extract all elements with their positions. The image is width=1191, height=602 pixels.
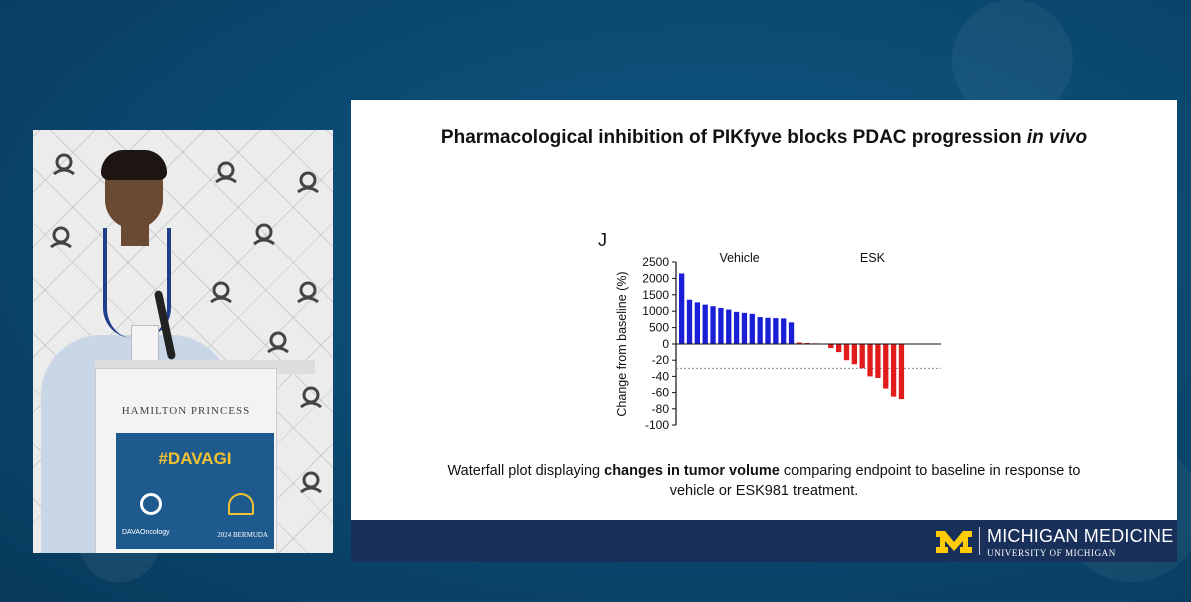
- caption-bold: changes in tumor volume: [604, 463, 780, 479]
- caption-pre: Waterfall plot displaying: [447, 463, 605, 479]
- bars: [676, 273, 941, 400]
- dava-logo-icon: [267, 331, 289, 354]
- waterfall-chart: J Change from baseline (%) 2500 2000 1500 1…: [598, 230, 941, 432]
- podium-sign: #DAVAGI DAVAOncology 2024 BERMUDA: [116, 433, 274, 549]
- y-tick-label: 2000: [642, 271, 669, 285]
- bar: [796, 342, 803, 344]
- y-tick-label: -100: [645, 418, 669, 432]
- podium-hashtag: #DAVAGI: [158, 449, 232, 468]
- bar: [741, 312, 748, 344]
- y-tick-label: 1500: [642, 288, 669, 302]
- dava-logo-icon: [210, 281, 232, 304]
- dava-logo-icon: [297, 281, 319, 304]
- bar: [859, 344, 865, 369]
- bar: [828, 344, 834, 349]
- name-badge: [131, 325, 159, 361]
- bar: [726, 309, 732, 344]
- dava-logo-icon: [300, 386, 322, 409]
- lanyard: [103, 228, 171, 338]
- dava-logo-icon: [215, 161, 237, 184]
- y-tick-label: 0: [662, 337, 669, 351]
- y-tick-label: 1000: [642, 304, 669, 318]
- dava-logo-icon: [253, 223, 275, 246]
- bar: [733, 311, 740, 344]
- bar: [694, 302, 700, 344]
- panel-label: J: [598, 230, 607, 250]
- y-tick-label: -20: [652, 353, 670, 367]
- bar: [781, 318, 787, 344]
- presentation-slide: Pharmacological inhibition of PIKfyve bl…: [351, 100, 1177, 562]
- y-tick-label: 500: [649, 321, 669, 335]
- bar: [679, 273, 685, 344]
- dava-logo-icon: [53, 153, 75, 176]
- podium-dava-text: DAVAOncology: [122, 529, 170, 536]
- bar: [702, 304, 708, 344]
- series-labels: Vehicle ESK: [719, 251, 885, 265]
- block-m-logo-icon: [936, 531, 972, 553]
- y-tick-label: -40: [652, 369, 670, 383]
- y-axis: 2500 2000 1500 1000 500 0 -20 -40 -60 -80 -100: [642, 255, 677, 432]
- footer-divider: [979, 527, 980, 555]
- bar: [710, 306, 716, 344]
- y-tick-label: 2500: [642, 255, 669, 269]
- y-axis-label: Change from baseline (%): [615, 271, 629, 416]
- footer-university: UNIVERSITY OF MICHIGAN: [987, 548, 1116, 558]
- bar: [890, 344, 897, 397]
- bar: [851, 344, 857, 365]
- footer-org-name: MICHIGAN MEDICINE: [987, 526, 1174, 546]
- y-tick-label: -60: [652, 386, 670, 400]
- bar: [836, 344, 842, 353]
- bar: [749, 313, 755, 344]
- bar: [773, 318, 779, 344]
- bar: [686, 299, 693, 344]
- slide-title-main: Pharmacological inhibition of PIKfyve bl…: [440, 127, 1027, 148]
- bar: [843, 344, 850, 361]
- bermuda-logo-icon: [228, 493, 254, 515]
- bar: [788, 322, 795, 344]
- y-tick-label: -80: [652, 402, 670, 416]
- bar: [875, 344, 881, 379]
- podium-brand: HAMILTON PRINCESS: [121, 405, 251, 417]
- series-label: ESK: [860, 251, 886, 265]
- dava-logo-icon: [297, 171, 319, 194]
- series-label: Vehicle: [719, 251, 759, 265]
- podium: HAMILTON PRINCESS #DAVAGI DAVAOncology 2…: [95, 368, 277, 553]
- speaker-hair: [101, 150, 167, 180]
- slide-title-emphasis: in vivo: [1026, 127, 1088, 148]
- slide-title: Pharmacological inhibition of PIKfyve bl…: [351, 127, 1177, 149]
- bar: [757, 317, 763, 344]
- speaker-video: HAMILTON PRINCESS #DAVAGI DAVAOncology 2…: [33, 130, 333, 553]
- bar: [883, 344, 889, 389]
- dava-logo-icon: [140, 493, 162, 515]
- caption-post: comparing endpoint to baseline in respon…: [669, 463, 1081, 499]
- dava-logo-icon: [50, 226, 72, 249]
- bar: [718, 307, 724, 344]
- bar: [898, 344, 905, 400]
- bar: [867, 344, 873, 377]
- bar: [765, 317, 771, 344]
- slide-caption: Waterfall plot displaying changes in tum…: [431, 461, 1097, 501]
- slide-footer: MICHIGAN MEDICINE UNIVERSITY OF MICHIGAN: [351, 520, 1177, 562]
- podium-event-text: 2024 BERMUDA: [217, 531, 268, 539]
- dava-logo-icon: [300, 471, 322, 494]
